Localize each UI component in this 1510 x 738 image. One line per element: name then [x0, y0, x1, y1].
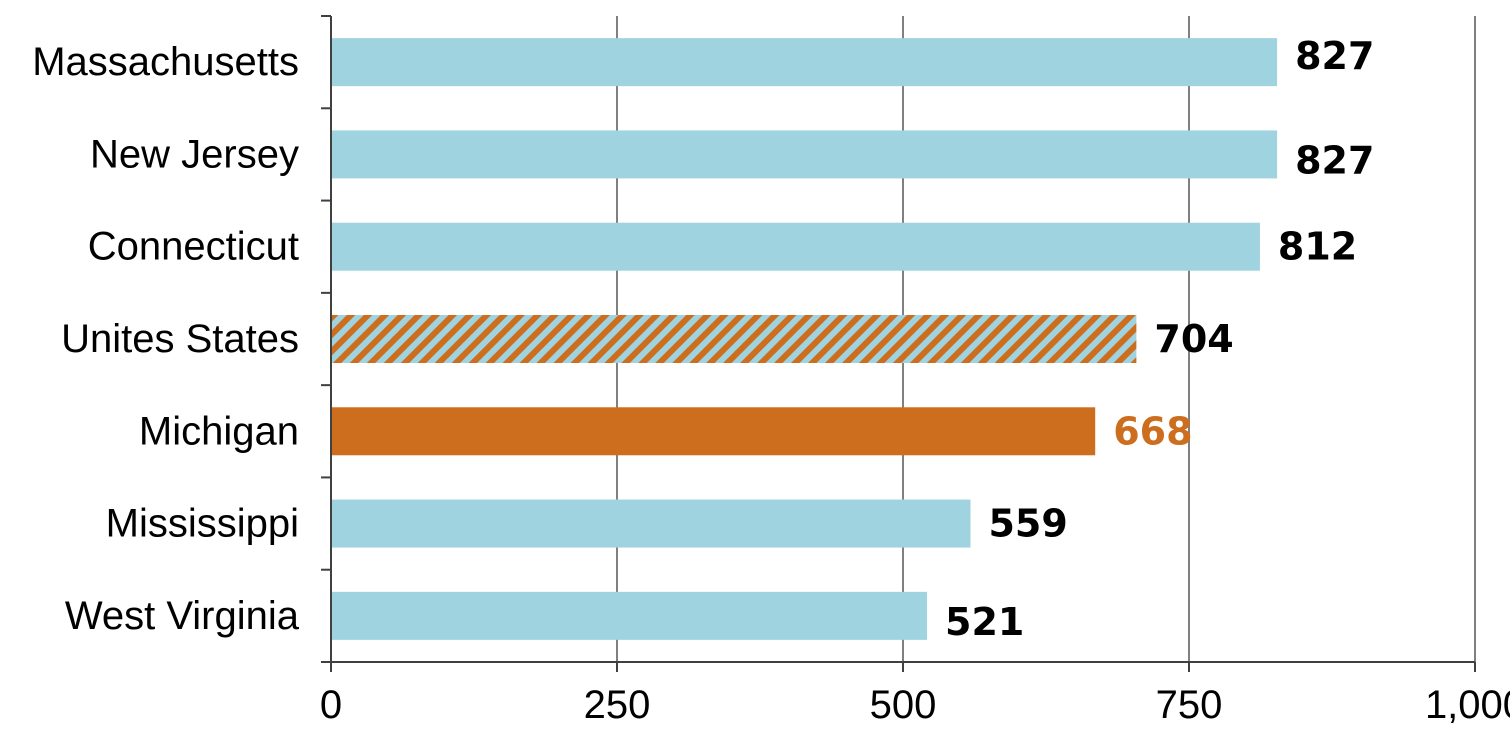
bars [331, 38, 1278, 640]
x-tick-label-3: 750 [1156, 683, 1223, 727]
category-label-5: Mississippi [106, 502, 299, 546]
value-label-3: 704 [1154, 317, 1233, 361]
bar-6 [331, 591, 928, 640]
value-labels: 827 827 812 704 668 559 521 [945, 34, 1374, 644]
category-label-3: Unites States [61, 317, 299, 361]
category-label-0: Massachusetts [32, 40, 299, 84]
bar-4 [331, 407, 1096, 456]
category-label-1: New Jersey [90, 132, 299, 176]
x-tick-labels: 0 250 500 750 1,000 [320, 683, 1510, 727]
bar-2 [331, 222, 1260, 271]
value-label-2: 812 [1278, 225, 1357, 269]
category-label-2: Connecticut [88, 225, 299, 269]
category-labels: Massachusetts New Jersey Connecticut Unites… [32, 40, 300, 638]
axes [321, 15, 1476, 672]
x-tick-label-4: 1,000 [1425, 683, 1510, 727]
value-label-1: 827 [1295, 138, 1374, 182]
bar-1 [331, 130, 1278, 179]
value-label-6: 521 [945, 600, 1024, 644]
bar-3 [331, 315, 1137, 363]
bar-0 [331, 38, 1278, 87]
x-tick-label-2: 500 [870, 683, 937, 727]
value-label-0: 827 [1295, 34, 1374, 78]
x-tick-label-0: 0 [320, 683, 342, 727]
category-label-4: Michigan [139, 409, 299, 453]
value-label-4: 668 [1113, 409, 1192, 453]
value-label-5: 559 [988, 502, 1067, 546]
category-label-6: West Virginia [65, 594, 300, 638]
x-tick-label-1: 250 [584, 683, 651, 727]
bar-5 [331, 499, 971, 548]
